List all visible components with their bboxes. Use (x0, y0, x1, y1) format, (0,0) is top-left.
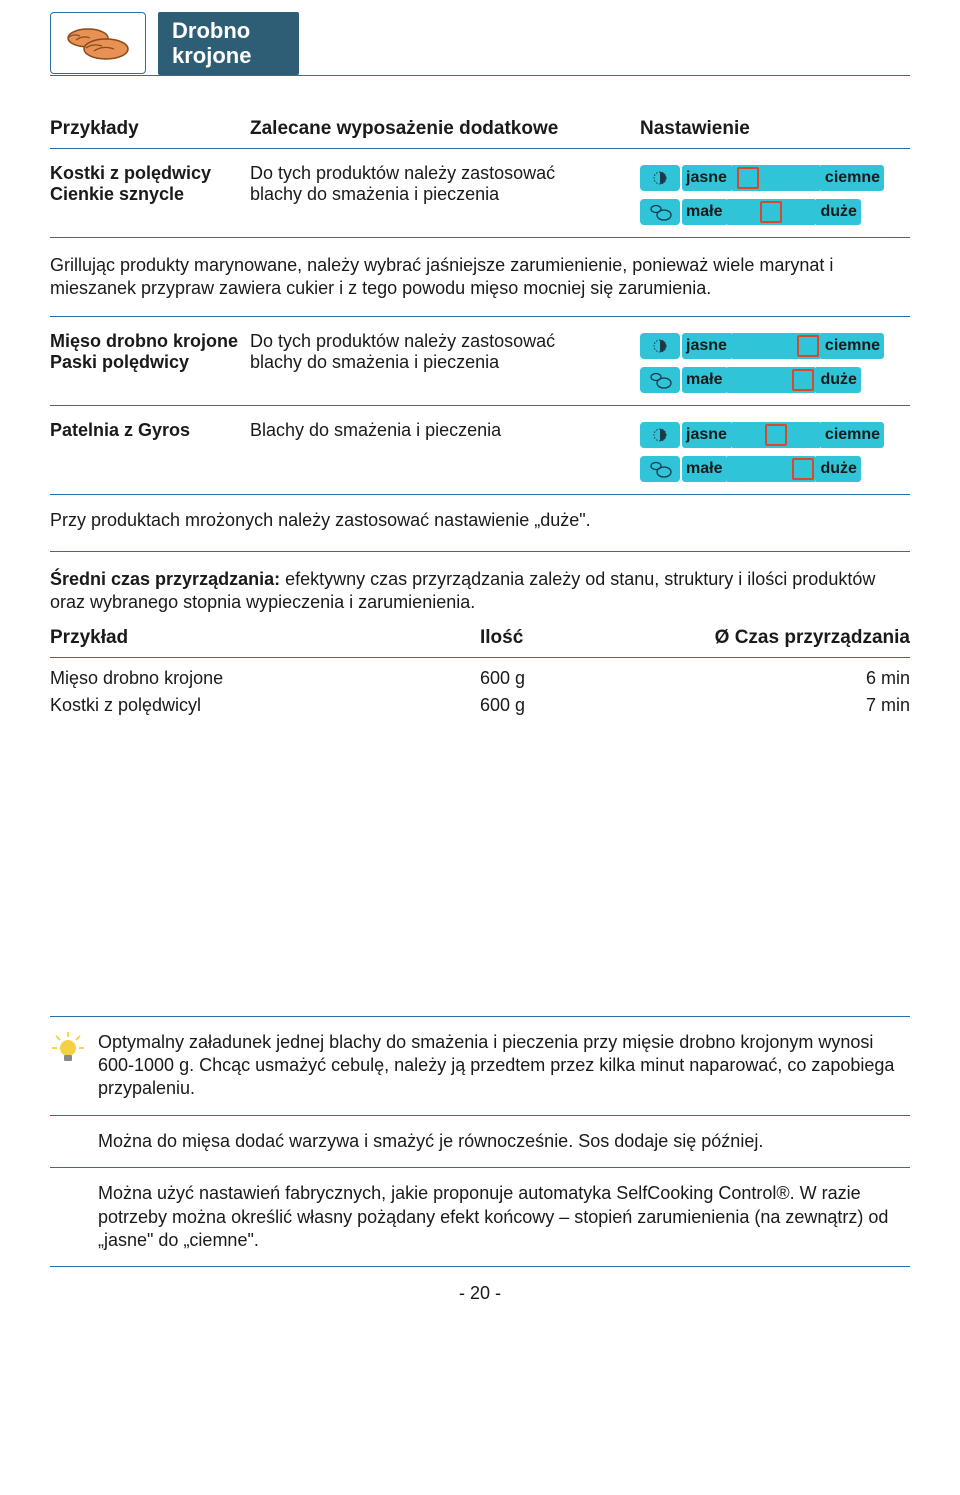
category-title: Drobno krojone (158, 12, 299, 75)
sel-bar (726, 367, 816, 393)
row-examples: Kostki z polędwicyCienkie sznycle (50, 163, 250, 225)
col-examples: Przykłady (50, 118, 250, 140)
tip-text: Można do mięsa dodać warzywa i smażyć je… (98, 1130, 763, 1153)
cell-time: 6 min (680, 668, 910, 689)
sel-left-label: jasne (682, 333, 731, 359)
cell-qty: 600 g (480, 668, 680, 689)
size-icon (640, 456, 680, 482)
title-line2: krojone (172, 43, 251, 68)
column-headers: Przykłady Zalecane wyposażenie dodatkowe… (50, 96, 910, 149)
table-row: Mięso drobno krojone 600 g 6 min (50, 662, 910, 689)
sel-right-label: ciemne (821, 165, 884, 191)
page-number: - 20 - (50, 1267, 910, 1304)
selector-size: małe duże (640, 456, 910, 482)
col-settings: Nastawienie (640, 118, 910, 140)
sel-left-label: jasne (682, 422, 731, 448)
browning-icon (640, 422, 680, 448)
sel-marker (765, 424, 787, 446)
frozen-note: Przy produktach mrożonych należy zastoso… (50, 495, 910, 551)
tip-item: Można użyć nastawień fabrycznych, jakie … (50, 1168, 910, 1267)
row-examples: Patelnia z Gyros (50, 420, 250, 482)
browning-icon (640, 165, 680, 191)
category-icon (50, 12, 146, 74)
row-examples: Mięso drobno krojonePaski polędwicy (50, 331, 250, 393)
avg-time-lead: Średni czas przyrządzania: (50, 569, 280, 589)
sel-bar (726, 199, 816, 225)
cell-example: Mięso drobno krojone (50, 668, 480, 689)
sel-marker (792, 369, 814, 391)
size-icon (640, 367, 680, 393)
selector-browning: jasne ciemne (640, 333, 910, 359)
sel-marker (797, 335, 819, 357)
row-settings: jasne ciemne małe duże (640, 420, 910, 482)
tips-section: Optymalny załadunek jednej blachy do sma… (50, 1016, 910, 1268)
row-settings: jasne ciemne małe duże (640, 163, 910, 225)
row-equipment: Blachy do smażenia i pieczenia (250, 420, 640, 482)
avg-time-note: Średni czas przyrządzania: efektywny cza… (50, 552, 910, 615)
time-table-header: Przykład Ilość Ø Czas przyrządzania (50, 615, 910, 658)
cell-qty: 600 g (480, 695, 680, 716)
col-equipment: Zalecane wyposażenie dodatkowe (250, 118, 640, 140)
sel-right-label: duże (816, 456, 860, 482)
sel-right-label: ciemne (821, 333, 884, 359)
marinade-note: Grillując produkty marynowane, należy wy… (50, 238, 910, 318)
row-equipment: Do tych produktów należy zastosowaćblach… (250, 331, 640, 393)
selector-browning: jasne ciemne (640, 165, 910, 191)
tip-item: Można do mięsa dodać warzywa i smażyć je… (50, 1116, 910, 1168)
selector-size: małe duże (640, 199, 910, 225)
sel-left-label: małe (682, 367, 726, 393)
sel-marker (760, 201, 782, 223)
sel-bar (731, 333, 821, 359)
time-table-body: Mięso drobno krojone 600 g 6 min Kostki … (50, 658, 910, 1016)
th-qty: Ilość (480, 627, 680, 649)
selector-browning: jasne ciemne (640, 422, 910, 448)
header: Drobno krojone (50, 12, 910, 76)
recipe-row: Patelnia z Gyros Blachy do smażenia i pi… (50, 406, 910, 495)
selector-size: małe duże (640, 367, 910, 393)
browning-icon (640, 333, 680, 359)
row-equipment: Do tych produktów należy zastosowaćblach… (250, 163, 640, 225)
sel-right-label: duże (816, 367, 860, 393)
cell-time: 7 min (680, 695, 910, 716)
lightbulb-icon (50, 1031, 86, 1067)
row-settings: jasne ciemne małe duże (640, 331, 910, 393)
table-row: Kostki z polędwicyl 600 g 7 min (50, 689, 910, 716)
sel-bar (726, 456, 816, 482)
tip-text: Optymalny załadunek jednej blachy do sma… (98, 1031, 910, 1101)
cell-example: Kostki z polędwicyl (50, 695, 480, 716)
recipe-row: Mięso drobno krojonePaski polędwicy Do t… (50, 317, 910, 406)
sel-left-label: jasne (682, 165, 731, 191)
sel-right-label: duże (816, 199, 860, 225)
title-line1: Drobno (172, 18, 251, 43)
tip-item: Optymalny załadunek jednej blachy do sma… (50, 1017, 910, 1116)
sel-left-label: małe (682, 199, 726, 225)
sel-bar (731, 422, 821, 448)
sel-right-label: ciemne (821, 422, 884, 448)
th-time: Ø Czas przyrządzania (680, 627, 910, 649)
sel-marker (737, 167, 759, 189)
sel-left-label: małe (682, 456, 726, 482)
th-example: Przykład (50, 627, 480, 649)
sel-bar (731, 165, 821, 191)
recipe-row: Kostki z polędwicyCienkie sznycle Do tyc… (50, 149, 910, 238)
sel-marker (792, 458, 814, 480)
tip-text: Można użyć nastawień fabrycznych, jakie … (98, 1182, 910, 1252)
size-icon (640, 199, 680, 225)
